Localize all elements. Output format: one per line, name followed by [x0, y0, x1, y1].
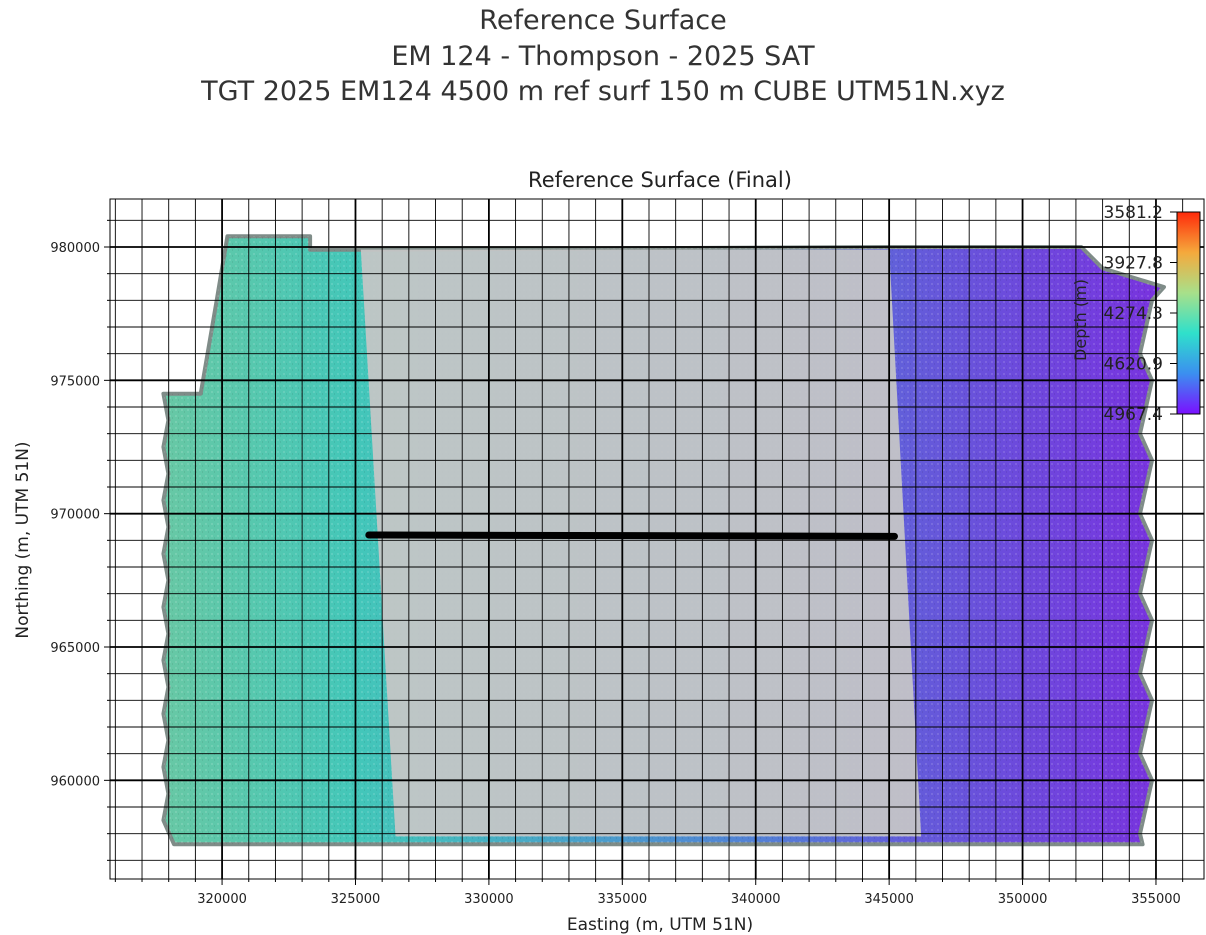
x-tick-label: 350000: [998, 892, 1048, 907]
x-tick-label: 330000: [464, 892, 514, 907]
y-axis: 960000 965000 970000 975000 980000: [50, 219, 110, 861]
masked-region: [360, 249, 922, 837]
x-tick-label: 325000: [331, 892, 381, 907]
y-tick-label: 970000: [50, 508, 100, 523]
colorbar-ticks: 3581.2 3927.8 4274.3 4620.9 4967.4: [1104, 203, 1177, 425]
colorbar-label: Depth (m): [1071, 279, 1090, 361]
x-tick-label: 335000: [597, 892, 647, 907]
figure-title-line-2: EM 124 - Thompson - 2025 SAT: [391, 41, 815, 72]
y-axis-label: Northing (m, UTM 51N): [13, 441, 33, 638]
x-tick-label: 340000: [731, 892, 781, 907]
x-tick-label: 345000: [864, 892, 914, 907]
masked-area: [360, 249, 922, 837]
x-tick-label: 320000: [197, 892, 247, 907]
plot-frame: [109, 198, 1205, 880]
track-line: [365, 531, 898, 540]
y-tick-label: 960000: [50, 774, 100, 789]
colorbar-tick-label: 4967.4: [1104, 405, 1163, 425]
colorbar-tick-label: 3581.2: [1104, 203, 1163, 223]
figure-title-line-1: Reference Surface: [479, 5, 727, 36]
colorbar-gradient: [1176, 211, 1201, 415]
colorbar-tick-label: 4620.9: [1104, 355, 1163, 375]
colorbar-tick-label: 3927.8: [1104, 254, 1163, 274]
y-tick-label: 975000: [50, 374, 100, 389]
figure-title-line-3: TGT 2025 EM124 4500 m ref surf 150 m CUB…: [201, 76, 1005, 107]
track-line-segment: [365, 531, 898, 540]
x-tick-label: 355000: [1131, 892, 1181, 907]
colorbar: 3581.2 3927.8 4274.3 4620.9 4967.4 Depth (m): [1071, 203, 1201, 425]
x-axis: 320000 325000 330000 335000 340000 345000 3500…: [114, 879, 1184, 907]
y-tick-label: 965000: [50, 641, 100, 656]
axes-title: Reference Surface (Final): [528, 168, 792, 192]
colorbar-tick-label: 4274.3: [1104, 304, 1163, 324]
x-axis-label: Easting (m, UTM 51N): [567, 915, 753, 935]
y-tick-label: 980000: [50, 241, 100, 256]
